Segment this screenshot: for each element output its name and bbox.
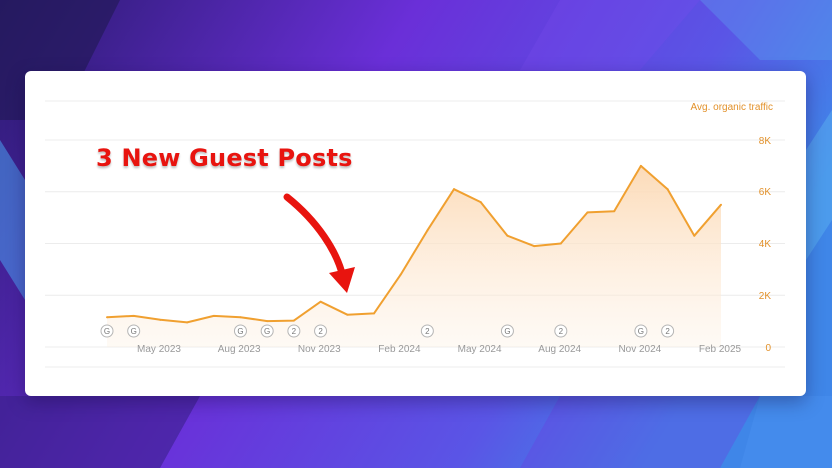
annotation-marker-label: G — [264, 327, 270, 336]
y-axis-ticks: 8K 6K 4K 2K 0 — [759, 136, 772, 354]
annotation-marker-label: G — [237, 327, 243, 336]
data-point — [693, 234, 696, 237]
data-point — [266, 320, 269, 323]
data-point — [586, 211, 589, 214]
annotation-marker-label: G — [638, 327, 644, 336]
callout-text: 3 New Guest Posts — [96, 144, 353, 172]
data-point — [453, 188, 456, 191]
data-point — [239, 316, 242, 319]
annotation-marker-label: 2 — [559, 327, 564, 336]
y-tick-label: 2K — [759, 291, 772, 302]
data-point — [639, 164, 642, 167]
data-point — [666, 188, 669, 191]
data-point — [106, 316, 108, 319]
callout-arrow — [283, 193, 355, 293]
chart-card: G G G G 2 2 2 G 2 G 2 May 2023 Aug 2023 Nov 2023 Feb … — [25, 71, 806, 396]
annotation-marker-label: G — [131, 327, 137, 336]
x-tick-label: May 2023 — [137, 344, 181, 355]
x-tick-label: May 2024 — [458, 344, 502, 355]
data-point — [186, 321, 189, 324]
data-point — [132, 314, 135, 317]
data-point — [506, 234, 509, 237]
x-tick-label: Feb 2024 — [378, 344, 421, 355]
data-point — [426, 229, 429, 232]
data-point — [159, 318, 162, 321]
data-point — [292, 319, 295, 322]
annotation-marker-label: G — [504, 327, 510, 336]
y-tick-label: 4K — [759, 239, 772, 250]
data-point — [533, 245, 536, 248]
annotation-marker[interactable]: G — [500, 324, 514, 338]
annotation-marker[interactable]: G — [127, 324, 141, 338]
annotation-marker[interactable]: 2 — [661, 324, 675, 338]
traffic-chart: G G G G 2 2 2 G 2 G 2 May 2023 Aug 2023 Nov 2023 Feb … — [45, 100, 785, 368]
annotation-marker-label: 2 — [665, 327, 670, 336]
y-tick-label: 8K — [759, 136, 772, 147]
x-tick-label: Aug 2024 — [538, 344, 581, 355]
annotation-marker[interactable]: G — [260, 324, 274, 338]
x-tick-label: Nov 2024 — [618, 344, 661, 355]
x-tick-label: Aug 2023 — [218, 344, 261, 355]
annotation-marker[interactable]: 2 — [554, 324, 568, 338]
data-point — [479, 201, 482, 204]
data-point — [559, 242, 562, 245]
annotation-marker[interactable]: G — [100, 324, 114, 338]
annotation-marker[interactable]: G — [634, 324, 648, 338]
traffic-area-fill — [107, 165, 721, 347]
x-tick-label: Feb 2025 — [699, 344, 742, 355]
x-axis-ticks: May 2023 Aug 2023 Nov 2023 Feb 2024 May 2024… — [137, 344, 742, 355]
traffic-line — [106, 164, 722, 324]
data-point — [212, 314, 215, 317]
data-point — [319, 300, 322, 303]
annotation-marker-label: G — [104, 327, 110, 336]
y-tick-label: 6K — [759, 187, 772, 198]
annotation-markers: G G G G 2 2 2 G 2 G 2 — [100, 324, 675, 338]
y-tick-label: 0 — [765, 343, 771, 354]
data-point — [720, 203, 722, 206]
data-point — [613, 210, 616, 213]
annotation-marker-label: 2 — [318, 327, 323, 336]
annotation-marker-label: 2 — [425, 327, 430, 336]
annotation-marker[interactable]: G — [233, 324, 247, 338]
data-point — [372, 312, 375, 315]
annotation-marker[interactable]: 2 — [287, 324, 301, 338]
series-legend-label: Avg. organic traffic — [690, 102, 773, 113]
data-point — [399, 273, 402, 276]
x-tick-label: Nov 2023 — [298, 344, 341, 355]
annotation-marker[interactable]: 2 — [420, 324, 434, 338]
annotation-marker[interactable]: 2 — [314, 324, 328, 338]
annotation-marker-label: 2 — [292, 327, 297, 336]
data-point — [346, 313, 349, 316]
